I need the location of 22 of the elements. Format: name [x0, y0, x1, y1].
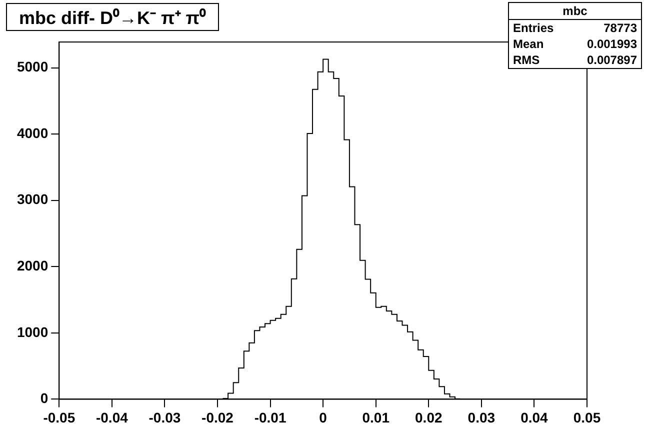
y-tick-label: 2000 [16, 258, 48, 274]
text: mbc [509, 3, 641, 20]
y-tick-label: 3000 [16, 191, 48, 208]
y-tick-label: 1000 [16, 324, 48, 340]
y-tick-label: 0 [40, 390, 48, 406]
x-tick-label: -0.02 [202, 409, 234, 426]
text: Mean 0.001993 [513, 37, 637, 51]
x-tick-label: 0.03 [468, 409, 496, 426]
y-tick-label: 5000 [16, 58, 48, 75]
text: Entries 78773 [513, 21, 637, 35]
chart-title: mbc diff- D⁰→K⁻ π⁺ π⁰ [6, 3, 219, 31]
y-tick-label: 4000 [16, 124, 48, 141]
x-tick-label: 0.04 [520, 409, 548, 426]
x-tick-label: -0.01 [254, 409, 286, 426]
text: RMS 0.007897 [513, 53, 637, 67]
x-tick-label: 0 [319, 409, 328, 426]
x-tick-label: 0.01 [362, 409, 390, 426]
x-tick-label: -0.04 [96, 409, 128, 426]
x-tick-label: -0.03 [148, 409, 181, 426]
x-tick-label: 0.02 [415, 409, 442, 426]
x-tick-label: 0.05 [573, 409, 601, 426]
x-tick-label: -0.05 [43, 409, 76, 426]
